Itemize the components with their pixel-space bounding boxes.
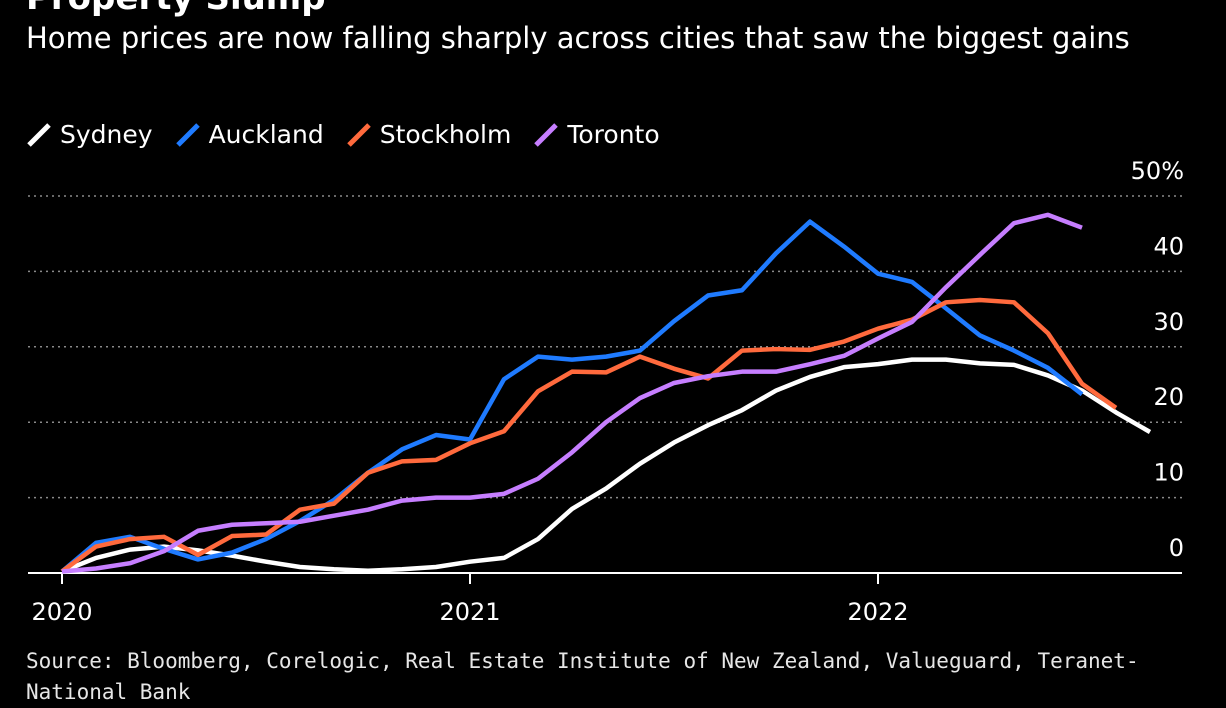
y-tick-label: 50% (1131, 157, 1184, 185)
y-axis-labels: 50% 40 30 20 10 0 (1131, 157, 1184, 562)
legend-item-sydney: Sydney (26, 120, 153, 149)
legend-swatch-toronto (534, 122, 559, 147)
line-chart: 50% 40 30 20 10 0 2020 2021 2022 (28, 157, 1184, 626)
x-axis: 2020 2021 2022 (28, 572, 1182, 626)
y-tick-label: 10 (1153, 459, 1184, 487)
x-tick-label: 2022 (847, 598, 908, 626)
grid-lines (28, 195, 1182, 499)
y-tick-label: 20 (1153, 383, 1184, 411)
legend-label-toronto: Toronto (567, 120, 660, 149)
legend-swatch-auckland (175, 122, 200, 147)
legend-swatch-sydney (27, 122, 51, 147)
series-line-toronto (61, 212, 1083, 574)
series-lines (60, 212, 1152, 574)
legend-item-auckland: Auckland (175, 120, 324, 149)
x-tick-label: 2021 (439, 598, 500, 626)
series-line-sydney (61, 357, 1152, 574)
series-line-auckland (60, 219, 1084, 574)
x-tick-label: 2020 (31, 598, 92, 626)
series-line-stockholm (60, 297, 1118, 574)
legend-swatch-stockholm (346, 122, 371, 147)
chart-title: Property Slump (26, 0, 326, 18)
legend-label-stockholm: Stockholm (379, 120, 512, 149)
y-tick-label: 0 (1169, 534, 1184, 562)
y-tick-label: 30 (1153, 308, 1184, 336)
chart-subtitle: Home prices are now falling sharply acro… (26, 21, 1130, 55)
y-tick-label: 40 (1153, 232, 1184, 260)
legend-item-stockholm: Stockholm (346, 120, 512, 149)
legend-label-sydney: Sydney (60, 120, 153, 149)
legend: Sydney Auckland Stockholm Toronto (26, 120, 682, 149)
source-note: Source: Bloomberg, Corelogic, Real Estat… (26, 649, 1139, 704)
legend-item-toronto: Toronto (533, 120, 660, 149)
legend-label-auckland: Auckland (208, 120, 324, 149)
